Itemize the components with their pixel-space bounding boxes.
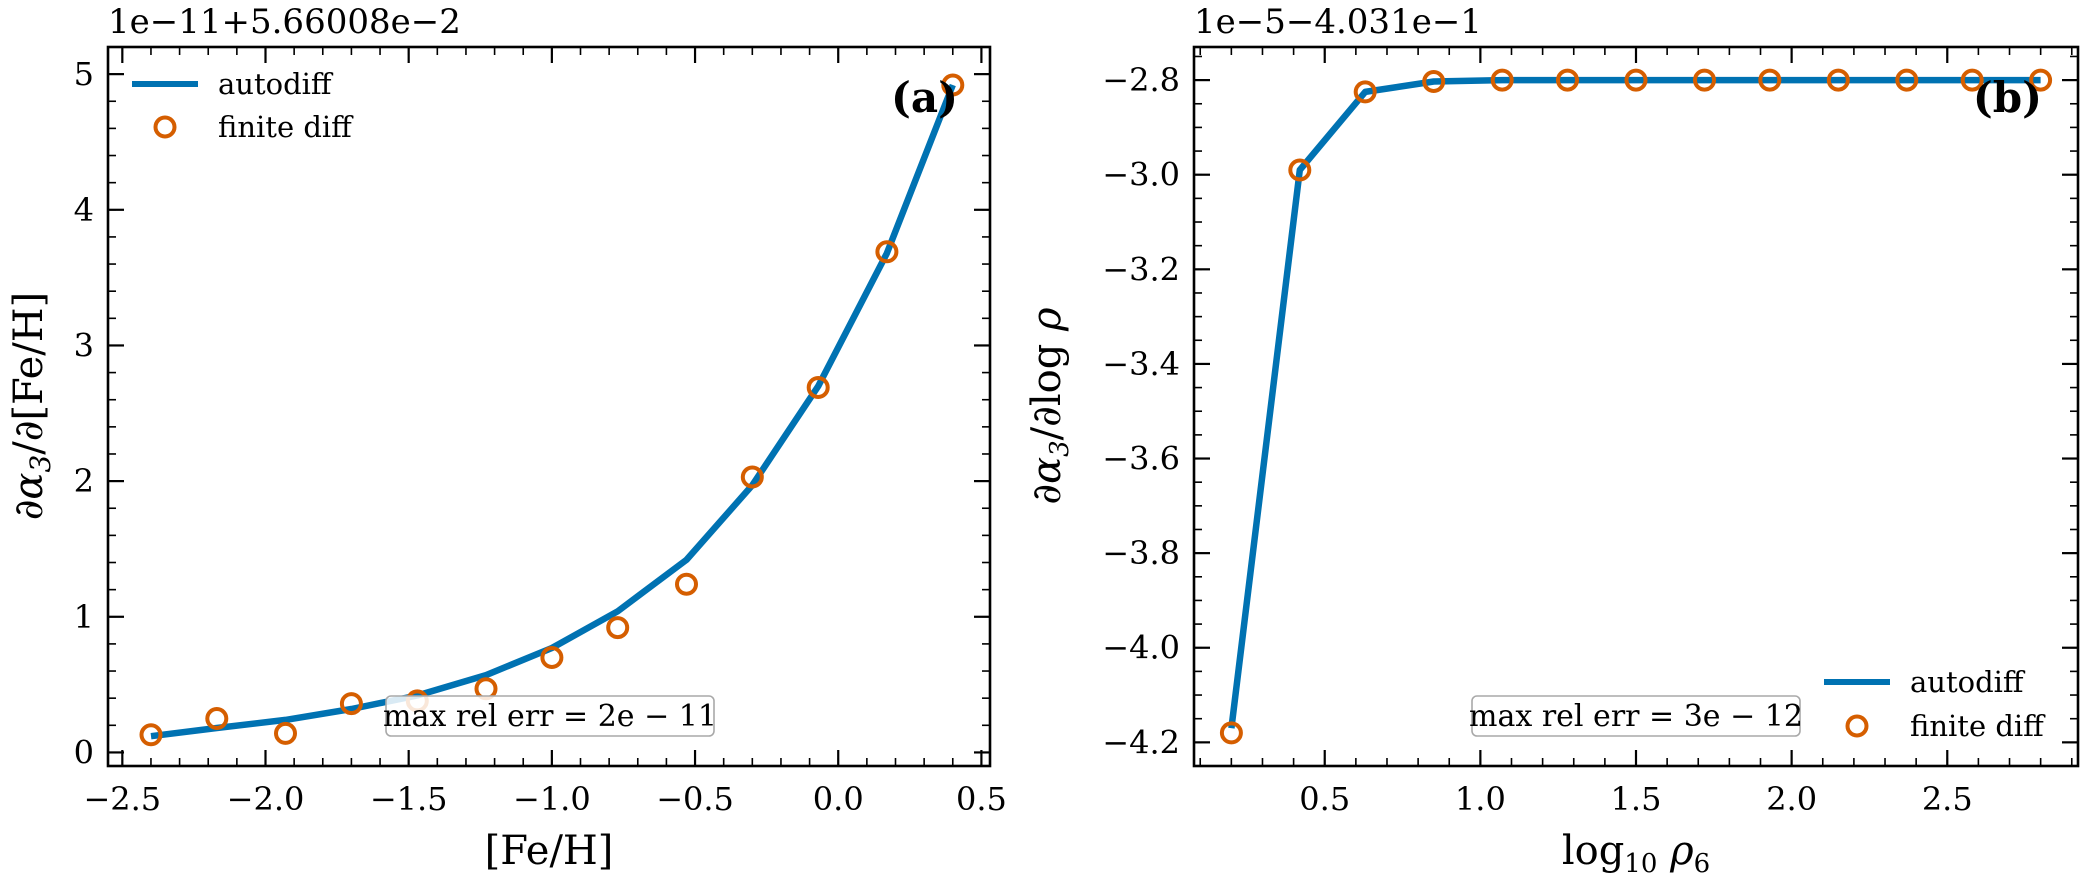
panel-b-y-axis-label: ∂α3/∂log ρ xyxy=(1024,307,1075,505)
panel-b-finite-diff-point xyxy=(1693,68,1716,92)
panel-a-y-tick-label: 2 xyxy=(74,462,94,500)
panel-b: 1e−5−4.031e−1 0.5 1.0 1.5 2.0 2.5 −2.8 −3.0 −3… xyxy=(1024,2,2080,879)
panel-b-y-tick-label: −4.2 xyxy=(1102,723,1180,761)
panel-a-x-tick-label: −2.5 xyxy=(83,780,161,818)
panel-b-finite-diff-point xyxy=(1490,68,1514,92)
panel-a-x-tick-label: −1.0 xyxy=(513,780,591,818)
panel-b-finite-diff-point xyxy=(1556,68,1579,92)
panel-b-x-tick-label: 0.5 xyxy=(1299,780,1350,818)
panel-a-y-tick-label: 0 xyxy=(74,733,94,771)
panel-b-x-tick-label: 2.5 xyxy=(1922,780,1973,818)
panel-b-y-tick-label: −4.0 xyxy=(1102,629,1180,667)
panel-b-y-tick-label: −3.6 xyxy=(1102,440,1180,478)
panel-a-error-box: max rel err = 2e − 11 xyxy=(383,695,717,737)
panel-b-autodiff-line xyxy=(1228,76,2041,729)
panel-b-finite-diff-point xyxy=(1960,68,1984,92)
panel-a-frame xyxy=(106,45,992,768)
panel-a-series xyxy=(139,73,965,747)
panel-b-x-axis-label: log10 ρ6 xyxy=(1562,828,1710,879)
panel-a-x-tick-labels: −2.5 −2.0 −1.5 −1.0 −0.5 0.0 0.5 xyxy=(83,780,1006,818)
panel-b-legend-finite-diff-marker xyxy=(1845,714,1869,738)
panel-b-series xyxy=(1219,68,2053,745)
panel-a-finite-diff-point xyxy=(875,240,899,264)
panel-b-error-box-frame xyxy=(1471,695,1801,737)
panel-a-finite-diff-point xyxy=(205,707,229,730)
panel-a-finite-diff-point xyxy=(540,646,564,669)
panel-a-x-tick-label: −1.5 xyxy=(370,780,448,818)
panel-a-x-tick-label: −0.5 xyxy=(656,780,734,818)
panel-a-legend-finite-diff-label: finite diff xyxy=(218,110,354,144)
panel-a-finite-diff-point xyxy=(941,73,965,97)
panel-b-tag: (b) xyxy=(1973,73,2042,122)
panel-a-ticks xyxy=(108,46,990,766)
panel-a-tag: (a) xyxy=(891,73,958,122)
panel-b-x-tick-label: 1.5 xyxy=(1611,780,1662,818)
panel-a-y-tick-label: 4 xyxy=(74,191,94,229)
panel-a-legend-autodiff-label: autodiff xyxy=(218,67,334,101)
panel-b-frame xyxy=(1192,45,2080,768)
panel-b-finite-diff-point xyxy=(1624,68,1648,92)
panel-a-y-tick-labels: 0 1 2 3 4 5 xyxy=(74,55,94,771)
panel-a-finite-diff-point xyxy=(274,721,297,745)
panel-a-x-axis-label: [Fe/H] xyxy=(485,828,614,874)
panel-a-finite-diff-point xyxy=(675,572,698,596)
panel-b-finite-diff-point xyxy=(1288,158,1312,182)
panel-a-x-tick-label: 0.0 xyxy=(813,780,864,818)
panel-b-finite-diff-point xyxy=(1353,80,1377,104)
panel-b-y-tick-label: −3.8 xyxy=(1102,534,1180,572)
panel-b-offset-text: 1e−5−4.031e−1 xyxy=(1194,2,1482,42)
panel-a-y-axis-label: ∂α3/∂[Fe/H] xyxy=(6,292,57,521)
panel-b-finite-diff-point xyxy=(1895,68,1919,92)
panel-b-x-tick-labels: 0.5 1.0 1.5 2.0 2.5 xyxy=(1299,780,1972,818)
panel-b-error-text: max rel err = 3e − 12 xyxy=(1469,699,1803,734)
panel-b-finite-diff-point xyxy=(2029,68,2053,92)
panel-b-y-tick-label: −3.4 xyxy=(1102,345,1180,383)
panel-b-legend-autodiff-label: autodiff xyxy=(1910,665,2026,699)
panel-a-autodiff-line xyxy=(150,83,956,740)
panel-a-x-tick-label: −2.0 xyxy=(227,780,305,818)
panel-a-finite-diff-point xyxy=(806,376,830,399)
panel-b-x-tick-label: 1.0 xyxy=(1455,780,1506,818)
panel-b-legend-finite-diff-label: finite diff xyxy=(1910,709,2046,743)
panel-a-error-box-frame xyxy=(385,695,715,737)
panel-a-legend: autodiff finite diff xyxy=(132,67,354,144)
panel-a-finite-diff-point xyxy=(740,465,764,489)
panel-a-y-tick-label: 1 xyxy=(74,598,94,636)
panel-b-y-tick-label: −3.0 xyxy=(1102,156,1180,194)
panel-b-finite-diff-point xyxy=(1826,68,1850,92)
panel-a-y-tick-label: 5 xyxy=(74,55,94,93)
panel-a-error-text: max rel err = 2e − 11 xyxy=(383,699,717,734)
panel-b-legend: autodiff finite diff xyxy=(1824,665,2046,743)
panel-a-y-tick-label: 3 xyxy=(74,326,94,364)
panel-a-legend-finite-diff-marker xyxy=(153,115,177,139)
panel-a-finite-diff-point xyxy=(339,692,363,716)
panel-b-finite-diff-point xyxy=(1219,721,1243,745)
panel-a-finite-diff-point xyxy=(139,723,163,747)
panel-b-x-tick-label: 2.0 xyxy=(1766,780,1817,818)
panel-b-y-tick-labels: −2.8 −3.0 −3.2 −3.4 −3.6 −3.8 −4.0 −4.2 xyxy=(1102,61,1180,761)
panel-b-error-box: max rel err = 3e − 12 xyxy=(1469,695,1803,737)
panel-b-y-tick-label: −2.8 xyxy=(1102,61,1180,99)
panel-b-finite-diff-point xyxy=(1758,68,1782,92)
panel-b-ticks xyxy=(1194,47,2078,767)
panel-a-offset-text: 1e−11+5.66008e−2 xyxy=(108,2,461,42)
panel-b-finite-diff-point xyxy=(1422,70,1446,93)
panel-a: 1e−11+5.66008e−2 −2.5 −2.0 −1.5 −1.0 −0.5 0.0… xyxy=(6,2,1007,874)
panel-b-y-tick-label: −3.2 xyxy=(1102,250,1180,288)
panel-a-x-tick-label: 0.5 xyxy=(956,780,1007,818)
panel-a-finite-diff-point xyxy=(606,616,630,640)
